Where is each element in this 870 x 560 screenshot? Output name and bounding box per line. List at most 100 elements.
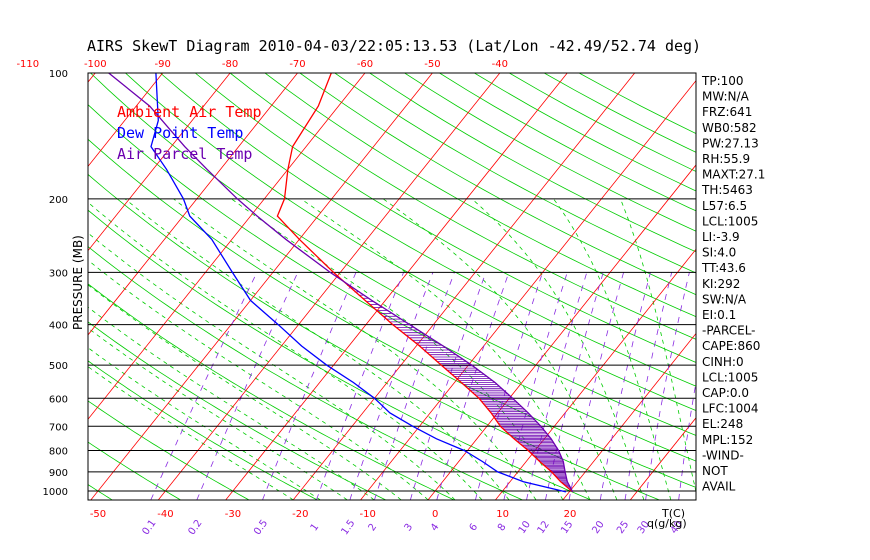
dry-adiabat-line	[439, 73, 696, 212]
side-panel-item: LFC:1004	[702, 402, 759, 416]
moist-adiabat-line	[88, 347, 321, 500]
mixing-ratio-tick-label: 3	[403, 522, 416, 534]
isotherm-line	[630, 417, 696, 500]
bottom-temp-tick-label: 10	[496, 509, 509, 520]
moist-adiabat-line	[231, 198, 564, 500]
legend-entry: Ambient Air Temp	[117, 103, 262, 121]
bottom-temp-tick-label: -50	[90, 509, 106, 520]
side-panel-item: MPL:152	[702, 433, 753, 447]
mixing-ratio-line	[150, 272, 258, 500]
moist-adiabat-line	[88, 259, 429, 500]
dry-adiabat-line	[474, 73, 696, 192]
top-temp-tick-label: -70	[289, 59, 305, 70]
moist-adiabat-line	[88, 232, 456, 500]
dry-adiabat-line	[404, 73, 696, 232]
dry-adiabat-line	[229, 73, 696, 340]
side-panel-item: NOT	[702, 464, 728, 478]
pressure-tick-label: 100	[49, 69, 68, 80]
moist-adiabat-line	[88, 284, 402, 500]
series-line-0	[276, 73, 574, 493]
isotherm-line	[88, 73, 163, 167]
side-panel-item: CINH:0	[702, 355, 744, 369]
side-panel-item: MW:N/A	[702, 90, 750, 104]
dry-adiabat-line	[88, 321, 386, 500]
bottom-temp-tick-label: -30	[225, 509, 241, 520]
side-panel-item: TT:43.6	[701, 261, 746, 275]
side-panel-item: SW:N/A	[702, 292, 747, 306]
mixing-ratio-tick-label: 1.5	[339, 518, 357, 537]
pressure-tick-label: 700	[49, 422, 68, 433]
legend-entry: Air Parcel Temp	[117, 145, 252, 163]
mixing-ratio-tick-label: 20	[590, 519, 606, 536]
legend-entry: Dew Point Temp	[117, 124, 243, 142]
isotherm-line	[88, 73, 231, 252]
isotherm-line	[765, 73, 870, 500]
isotherm-line	[495, 248, 696, 500]
bottom-temp-tick-label: 0	[432, 509, 438, 520]
top-temp-tick-label: -60	[357, 59, 373, 70]
isotherm-line	[833, 73, 870, 500]
side-panel-item: CAP:0.0	[702, 386, 749, 400]
dry-adiabat-line	[160, 73, 696, 387]
dry-adiabat-line	[88, 484, 113, 500]
plot-frame	[87, 72, 697, 501]
top-temp-tick-label: -90	[155, 59, 171, 70]
pressure-tick-label: 800	[49, 447, 68, 458]
side-panel-item: EI:0.1	[702, 308, 736, 322]
bottom-axis-unit: T(C)	[661, 507, 685, 520]
mixing-ratio-tick-label: 0.5	[252, 518, 270, 537]
mixing-ratio-tick-label: 4	[429, 522, 442, 534]
dry-adiabat-line	[88, 441, 181, 500]
pressure-tick-labels: 100 200 300 400 500 600 700 800 900 1000	[43, 69, 68, 498]
dry-adiabat-line	[88, 360, 318, 500]
bottom-temp-tick-label: -40	[157, 509, 173, 520]
side-panel-item: LI:-3.9	[702, 230, 740, 244]
mixing-ratio-line	[436, 272, 510, 500]
side-panel-item: LCL:1005	[702, 214, 758, 228]
dry-adiabat-line	[264, 73, 696, 318]
pressure-tick-label: 500	[49, 361, 68, 372]
side-panel-item: PW:27.13	[702, 136, 759, 150]
mixing-ratio-line	[568, 272, 624, 500]
side-panel-item: LCL:1005	[702, 370, 758, 384]
isotherm-line	[360, 80, 696, 500]
dry-adiabat-line	[299, 73, 696, 296]
moist-adiabat-line	[88, 201, 483, 500]
side-panel-item: CAPE:860	[702, 339, 760, 353]
top-temp-tick-labels: -120-110-100-90-80-70-60-50-40	[16, 59, 508, 70]
moist-adiabat-line	[88, 366, 294, 500]
mixing-ratio-tick-label: 6	[468, 522, 481, 534]
bottom-temp-tick-label: -20	[292, 509, 308, 520]
mixing-ratio-line	[316, 272, 404, 500]
mixing-ratio-line	[645, 272, 690, 500]
isotherm-lines	[0, 73, 870, 500]
side-panel-item: AVAIL	[702, 480, 736, 494]
dry-adiabat-lines	[88, 73, 696, 500]
chart-title: AIRS SkewT Diagram 2010-04-03/22:05:13.5…	[87, 37, 701, 55]
isotherm-line	[88, 73, 298, 336]
cape-hatch-area	[347, 284, 573, 492]
moist-adiabat-line	[382, 198, 618, 500]
mixing-ratio-line	[503, 272, 568, 500]
dry-adiabat-line	[90, 73, 696, 436]
mixing-ratio-tick-label: 12	[536, 519, 552, 536]
side-panel-item: MAXT:27.1	[702, 168, 765, 182]
side-panel-item: -PARCEL-	[702, 324, 756, 338]
mixing-ratio-tick-label: 10	[517, 519, 533, 536]
bottom-temp-tick-labels: -50 -40 -30 -20 -10 0 10 20	[90, 509, 577, 520]
top-temp-tick-label: -110	[16, 59, 39, 70]
profile-series	[108, 73, 574, 493]
side-panel-item: KI:292	[702, 277, 740, 291]
isobar-lines	[88, 198, 696, 492]
dry-adiabat-line	[88, 104, 696, 462]
isotherm-line	[0, 73, 28, 500]
mixing-ratio-line	[475, 272, 543, 500]
isotherm-line	[562, 332, 696, 500]
side-panel-item: EL:248	[702, 417, 743, 431]
bottom-temp-tick-label: -10	[360, 509, 376, 520]
dry-adiabat-line	[509, 73, 696, 172]
moist-adiabat-line	[88, 306, 375, 500]
side-panel-item: L57:6.5	[702, 199, 747, 213]
dry-adiabat-line	[88, 246, 523, 500]
